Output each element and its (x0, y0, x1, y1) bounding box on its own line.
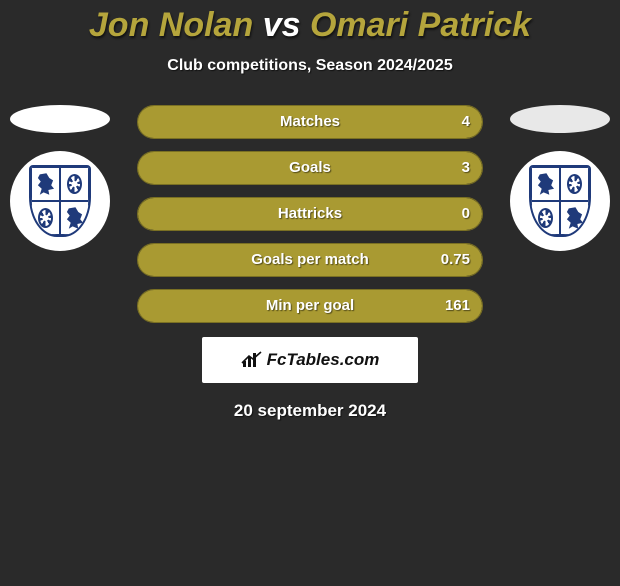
stat-row: Hattricks0 (137, 197, 483, 231)
subtitle: Club competitions, Season 2024/2025 (0, 57, 620, 75)
stat-row: Goals3 (137, 151, 483, 185)
crest-shield-icon (29, 165, 91, 237)
stat-label: Hattricks (138, 198, 482, 230)
stat-label: Goals (138, 152, 482, 184)
player1-club-crest (10, 151, 110, 251)
vs-label: vs (263, 6, 301, 44)
stats-bars: Matches4Goals3Hattricks0Goals per match0… (137, 105, 483, 323)
stat-row: Matches4 (137, 105, 483, 139)
player2-badge-column (510, 105, 610, 251)
stat-value-right: 0.75 (441, 244, 470, 276)
comparison-content: Matches4Goals3Hattricks0Goals per match0… (0, 105, 620, 421)
stat-value-right: 4 (462, 106, 470, 138)
stat-value-right: 0 (462, 198, 470, 230)
player1-photo-placeholder (10, 105, 110, 133)
player1-badge-column (10, 105, 110, 251)
player1-name: Jon Nolan (89, 6, 253, 44)
stat-label: Min per goal (138, 290, 482, 322)
stat-value-right: 3 (462, 152, 470, 184)
bar-chart-icon (241, 351, 263, 369)
stat-row: Goals per match0.75 (137, 243, 483, 277)
player2-club-crest (510, 151, 610, 251)
player2-name: Omari Patrick (310, 6, 531, 44)
stat-label: Matches (138, 106, 482, 138)
stat-row: Min per goal161 (137, 289, 483, 323)
attribution-box: FcTables.com (202, 337, 418, 383)
stat-label: Goals per match (138, 244, 482, 276)
date-label: 20 september 2024 (0, 401, 620, 421)
player2-photo-placeholder (510, 105, 610, 133)
brand-label: FcTables.com (267, 350, 380, 370)
comparison-title: Jon Nolan vs Omari Patrick (0, 6, 620, 45)
crest-shield-icon (529, 165, 591, 237)
stat-value-right: 161 (445, 290, 470, 322)
